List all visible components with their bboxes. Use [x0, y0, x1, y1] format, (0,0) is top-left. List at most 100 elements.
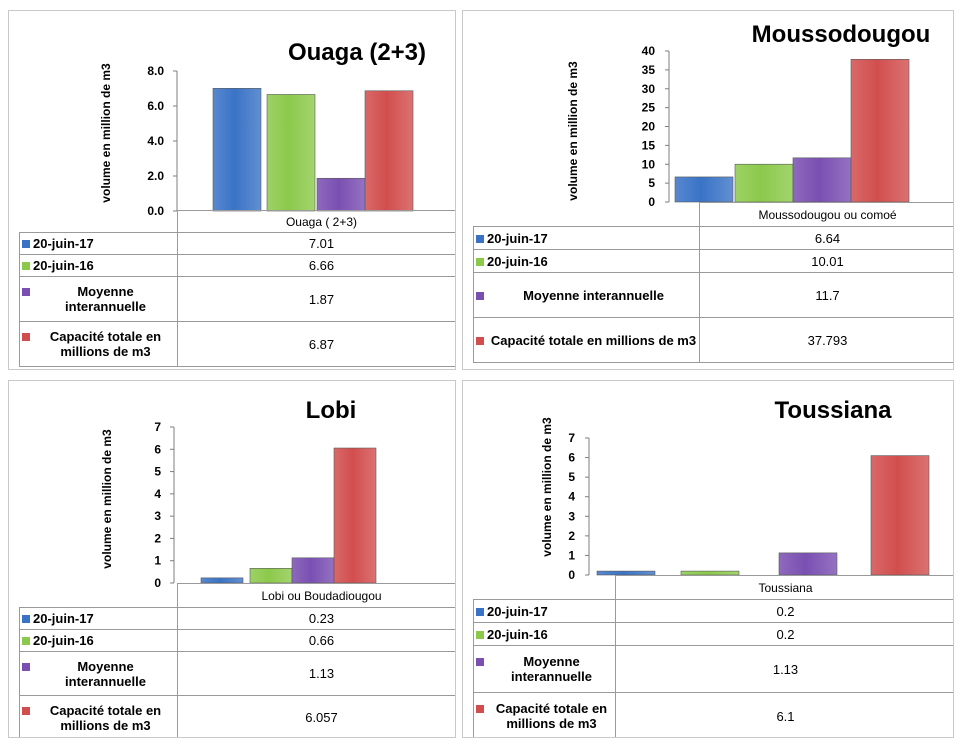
plot-area: 0.02.04.06.08.0 — [147, 64, 414, 218]
y-tick-label: 0 — [154, 576, 161, 590]
y-tick-label: 4 — [568, 490, 575, 504]
bar — [266, 94, 316, 212]
legend-key: Capacité totale en millions de m3 — [19, 321, 178, 367]
legend-swatch — [476, 336, 484, 345]
legend-swatch — [22, 706, 30, 715]
y-tick-label: 2.0 — [147, 169, 164, 183]
chart-panel: Lobi volume en million de m3 0 1 2 3 4 5 6 7 Lobi … — [8, 380, 456, 738]
y-tick-label: 5 — [154, 465, 161, 479]
y-tick-label: 0 — [568, 568, 575, 582]
chart-panel: Moussodougou volume en million de m3 0 5 10 1… — [462, 10, 954, 370]
legend-swatch — [22, 262, 30, 270]
table-corner — [473, 575, 616, 600]
y-tick-label: 6 — [568, 451, 575, 465]
bar — [212, 88, 262, 212]
table-corner — [19, 583, 178, 608]
series-name: 20-juin-17 — [487, 603, 548, 619]
table-row: 20-juin-16 10.01 — [473, 249, 953, 273]
table-row: Capacité totale en millions de m3 6.1 — [473, 692, 953, 737]
legend-key: 20-juin-16 — [473, 249, 700, 273]
series-name: 20-juin-17 — [33, 611, 94, 626]
data-table: Ouaga ( 2+3) 20-juin-17 7.01 20-juin-16 6.66… — [19, 210, 455, 367]
data-label: 11.7 — [699, 272, 953, 318]
category-label: Lobi ou Boudadiougou — [177, 583, 455, 608]
legend-key: Capacité totale en millions de m3 — [19, 695, 178, 737]
legend-key: Moyenne interannuelle — [473, 272, 700, 318]
data-label: 0.2 — [615, 599, 953, 623]
y-tick-label: 1 — [568, 548, 575, 562]
bar — [364, 90, 414, 212]
bar — [778, 552, 838, 576]
legend-key: Moyenne interannuelle — [19, 651, 178, 696]
data-table: Lobi ou Boudadiougou 20-juin-17 0.23 20-jui… — [19, 583, 455, 737]
table-row: 20-juin-17 0.2 — [473, 599, 953, 623]
legend-key: 20-juin-17 — [19, 607, 178, 630]
legend-swatch — [476, 658, 484, 666]
bar — [734, 163, 794, 203]
data-label: 1.87 — [177, 276, 455, 322]
legend-key: 20-juin-17 — [473, 226, 700, 250]
bar — [596, 570, 656, 576]
bar — [249, 567, 293, 584]
legend-swatch — [22, 240, 30, 248]
y-tick-label: 6.0 — [147, 99, 164, 113]
series-name: Moyenne interannuelle — [523, 287, 664, 303]
legend-key: Moyenne interannuelle — [473, 645, 616, 693]
table-row: Moyenne interannuelle 1.13 — [473, 645, 953, 693]
bar — [792, 157, 852, 203]
table-header-row: Ouaga ( 2+3) — [19, 210, 455, 233]
table-row: Capacité totale en millions de m3 6.057 — [19, 695, 455, 737]
data-label: 6.1 — [615, 692, 953, 737]
legend-swatch — [22, 662, 30, 671]
data-label: 0.66 — [177, 629, 455, 652]
y-tick-label: 8.0 — [147, 64, 164, 78]
table-row: Capacité totale en millions de m3 6.87 — [19, 321, 455, 367]
series-name: Capacité totale en millions de m3 — [49, 702, 162, 733]
data-label: 1.13 — [177, 651, 455, 696]
data-label: 0.23 — [177, 607, 455, 630]
legend-key: 20-juin-16 — [473, 622, 616, 646]
y-tick-label: 2 — [568, 529, 575, 543]
legend-key: 20-juin-17 — [473, 599, 616, 623]
data-label: 6.64 — [699, 226, 953, 250]
data-label: 6.87 — [177, 321, 455, 367]
bar — [200, 577, 244, 584]
legend-swatch — [476, 234, 484, 243]
legend-key: Capacité totale en millions de m3 — [473, 692, 616, 737]
table-header-row: Moussodougou ou comoé — [473, 202, 953, 227]
table-header-row: Toussiana — [473, 575, 953, 600]
y-tick-label: 6 — [154, 442, 161, 456]
data-table: Toussiana 20-juin-17 0.2 20-juin-16 0.2 Moyen… — [473, 575, 953, 737]
legend-swatch — [22, 288, 30, 296]
y-tick-label: 20 — [642, 120, 656, 134]
y-tick-label: 10 — [642, 157, 656, 171]
series-name: 20-juin-16 — [487, 253, 548, 269]
y-tick-label: 7 — [154, 420, 161, 434]
legend-swatch — [22, 333, 30, 341]
legend-key: Capacité totale en millions de m3 — [473, 317, 700, 363]
category-label: Moussodougou ou comoé — [699, 202, 953, 227]
y-tick-label: 1 — [154, 554, 161, 568]
bar — [870, 455, 930, 576]
legend-swatch — [476, 630, 484, 639]
chart-title: Ouaga (2+3) — [287, 39, 427, 66]
chart-title: Lobi — [305, 397, 357, 424]
table-row: Moyenne interannuelle 11.7 — [473, 272, 953, 318]
plot-area: 0 1 2 3 4 5 6 7 — [154, 420, 377, 590]
y-tick-label: 0 — [648, 195, 655, 209]
bar — [850, 59, 910, 203]
y-tick-label: 4.0 — [147, 134, 164, 148]
y-tick-label: 15 — [642, 138, 656, 152]
legend-swatch — [476, 607, 484, 616]
data-label: 6.66 — [177, 254, 455, 277]
y-tick-label: 35 — [642, 63, 656, 77]
data-label: 37.793 — [699, 317, 953, 363]
table-corner — [473, 202, 700, 227]
series-name: Capacité totale en millions de m3 — [490, 332, 697, 348]
y-tick-label: 25 — [642, 101, 656, 115]
table-row: Moyenne interannuelle 1.87 — [19, 276, 455, 322]
bar — [674, 176, 734, 203]
legend-key: 20-juin-16 — [19, 629, 178, 652]
data-table: Moussodougou ou comoé 20-juin-17 6.64 20-ju… — [473, 202, 953, 363]
y-tick-label: 2 — [154, 531, 161, 545]
